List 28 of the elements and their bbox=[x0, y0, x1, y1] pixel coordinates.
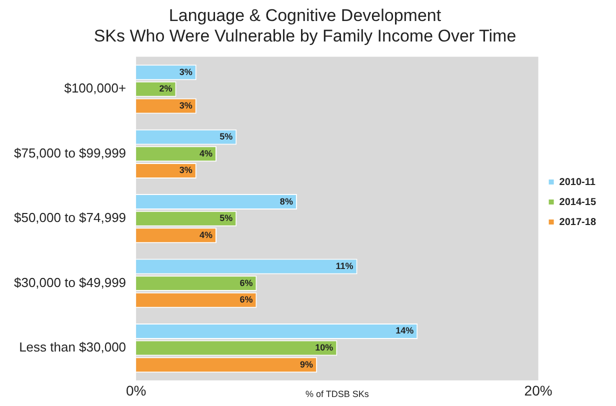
y-tick-label: $30,000 to $49,999 bbox=[14, 274, 126, 290]
data-label: 6% bbox=[240, 294, 253, 305]
y-tick-label: Less than $30,000 bbox=[19, 340, 126, 355]
data-label: 2% bbox=[159, 84, 172, 94]
data-label: 3% bbox=[179, 66, 192, 77]
legend-label: 2017-18 bbox=[559, 216, 596, 228]
data-label: 6% bbox=[240, 278, 253, 288]
data-label: 11% bbox=[336, 260, 354, 271]
data-label: 4% bbox=[199, 148, 212, 158]
x-tick-label: 0% bbox=[126, 382, 146, 399]
legend-label: 2014-15 bbox=[559, 196, 596, 208]
data-label: 3% bbox=[179, 165, 192, 176]
data-label: 5% bbox=[220, 132, 233, 142]
data-label: 9% bbox=[300, 359, 314, 370]
y-tick-label: $75,000 to $99,999 bbox=[14, 145, 126, 160]
data-label: 3% bbox=[179, 100, 192, 110]
y-tick-label: $100,000+ bbox=[64, 80, 126, 96]
data-label: 14% bbox=[396, 326, 414, 336]
data-label: 4% bbox=[199, 230, 212, 240]
x-tick-label: 20% bbox=[524, 382, 552, 399]
x-axis-title: % of TDSB SKs bbox=[305, 389, 370, 400]
chart-title: Language & Cognitive Development bbox=[168, 6, 442, 25]
legend-label: 2010-11 bbox=[559, 176, 596, 188]
y-tick-label: $50,000 to $74,999 bbox=[14, 210, 126, 226]
data-label: 8% bbox=[280, 196, 293, 206]
chart-subtitle: SKs Who Were Vulnerable by Family Income Over Time bbox=[94, 26, 516, 46]
data-label: 10% bbox=[315, 342, 334, 353]
data-label: 5% bbox=[220, 213, 233, 224]
